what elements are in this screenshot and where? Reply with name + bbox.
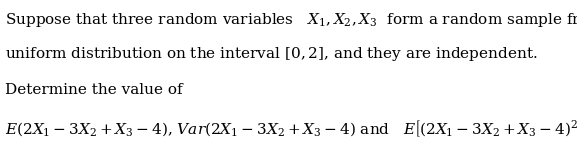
Text: $E(2X_1-3X_2+X_3-4)$, $\mathit{Var}(2X_1-3X_2+X_3-4)$ and   $E\left[(2X_1-3X_2+X: $E(2X_1-3X_2+X_3-4)$, $\mathit{Var}(2X_1… bbox=[5, 119, 577, 139]
Text: uniform distribution on the interval $[0,2]$, and they are independent.: uniform distribution on the interval $[0… bbox=[5, 45, 538, 63]
Text: Suppose that three random variables   $X_1, X_2, X_3$  form a random sample from: Suppose that three random variables $X_1… bbox=[5, 11, 577, 29]
Text: Determine the value of: Determine the value of bbox=[5, 83, 183, 97]
